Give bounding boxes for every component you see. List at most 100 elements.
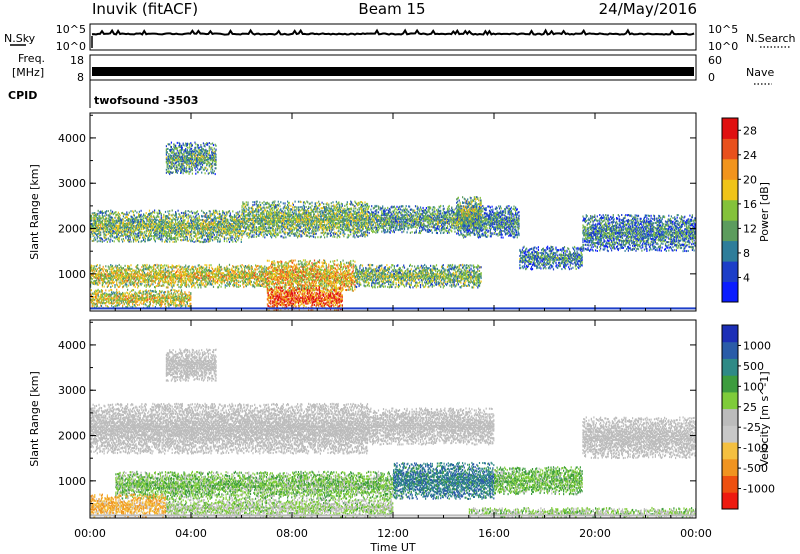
data-cell [164,230,166,233]
data-cell [160,228,162,231]
data-cell [448,231,450,234]
data-cell [462,236,465,239]
data-cell [213,218,215,221]
data-cell [288,211,290,214]
data-cell [232,231,234,234]
data-cell [178,230,180,233]
data-cell [214,236,216,239]
data-cell [151,215,153,218]
data-cell [159,220,162,223]
data-cell [228,222,231,225]
data-cell [206,231,208,234]
data-cell [234,222,236,225]
data-cell [261,222,263,225]
data-cell [339,204,341,207]
data-cell [284,209,286,212]
data-cell [213,233,215,236]
data-cell [186,231,188,234]
data-cell [170,230,172,233]
data-cell [196,217,198,220]
data-cell [164,217,167,220]
data-cell [143,217,145,220]
data-cell [217,221,220,224]
data-cell [205,228,207,231]
data-cell [227,225,229,228]
data-cell [93,217,95,220]
data-cell [109,225,111,228]
data-cell [191,233,193,236]
data-cell [101,210,103,213]
data-cell [171,238,173,241]
data-cell [154,233,156,236]
data-cell [149,238,151,241]
data-cell [132,227,134,230]
data-cell [336,205,338,208]
data-cell [106,229,108,231]
data-cell [103,233,105,236]
data-cell [140,220,142,223]
data-cell [199,233,201,235]
data-cell [224,225,226,228]
data-cell [167,226,169,229]
data-cell [175,214,177,217]
data-cell [183,212,185,215]
data-cell [210,214,212,217]
data-cell [105,216,107,219]
data-cell [281,235,283,238]
data-cell [96,235,98,238]
data-cell [204,213,206,216]
data-cell [281,212,283,215]
data-cell [343,235,345,238]
data-cell [220,224,222,227]
data-cell [228,224,231,226]
data-cell [159,223,162,225]
data-cell [126,229,128,232]
data-cell [195,234,197,236]
data-cell [179,233,181,236]
data-cell [222,219,224,221]
data-cell [192,228,194,231]
data-cell [223,212,225,215]
data-cell [98,223,100,226]
data-cell [179,234,181,237]
data-cell [181,223,183,226]
data-cell [208,222,210,225]
data-cell [118,215,120,218]
data-cell [232,210,234,213]
data-cell [373,206,375,209]
data-cell [204,241,206,243]
data-cell [232,228,234,231]
data-cell [118,230,120,232]
data-cell [214,226,216,229]
data-cell [224,230,226,233]
data-cell [159,222,161,225]
data-cell [210,234,212,237]
data-cell [204,231,206,234]
data-cell [233,221,235,223]
data-cell [277,207,279,210]
data-cell [218,229,220,232]
data-cell [93,230,95,233]
data-cell [98,221,100,224]
data-cell [148,212,151,215]
data-cell [121,238,123,241]
data-cell [181,229,183,232]
data-cell [165,232,167,235]
data-cell [213,220,215,223]
data-cell [256,229,258,232]
data-cell [219,222,221,225]
data-cell [216,233,218,236]
data-cell [216,227,218,230]
data-cell [299,222,301,225]
data-cell [129,229,131,232]
data-cell [377,207,380,210]
data-cell [180,239,183,242]
data-cell [224,227,226,230]
data-cell [121,221,123,224]
data-cell [141,228,143,231]
data-cell [226,223,228,225]
data-cell [106,238,108,241]
data-cell [207,234,209,237]
data-cell [127,240,130,243]
